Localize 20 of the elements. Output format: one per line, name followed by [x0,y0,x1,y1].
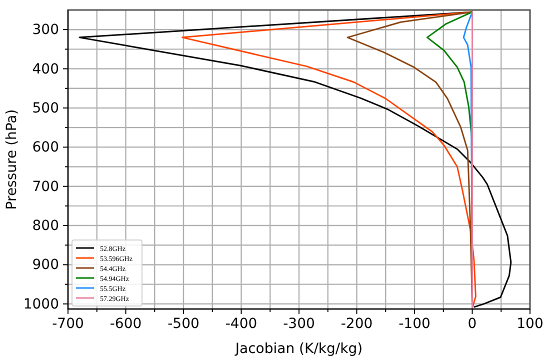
y-tick-label: 1000 [23,296,59,312]
x-tick-label: -100 [398,316,430,332]
line-series [182,11,476,309]
y-tick-label: 700 [32,178,59,195]
x-tick-label: -400 [225,316,258,332]
x-tick-label: 0 [468,316,477,332]
x-tick-label: -700 [52,316,84,332]
x-tick-label: -300 [283,316,315,332]
x-tick-label: -200 [340,316,373,332]
x-tick-label: 100 [516,316,544,332]
y-tick-label: 900 [32,257,59,274]
y-tick-label: 500 [32,100,59,116]
x-tick-label: -600 [110,316,142,332]
x-axis-title: Jacobian (K/kg/kg) [234,341,363,357]
x-tick-label: -500 [168,316,200,332]
y-tick-label: 600 [32,140,59,156]
y-tick-label: 800 [32,218,59,234]
y-tick-label: 400 [32,61,59,78]
y-tick-label: 300 [32,22,59,38]
y-axis-title: Pressure (hPa) [4,109,20,210]
